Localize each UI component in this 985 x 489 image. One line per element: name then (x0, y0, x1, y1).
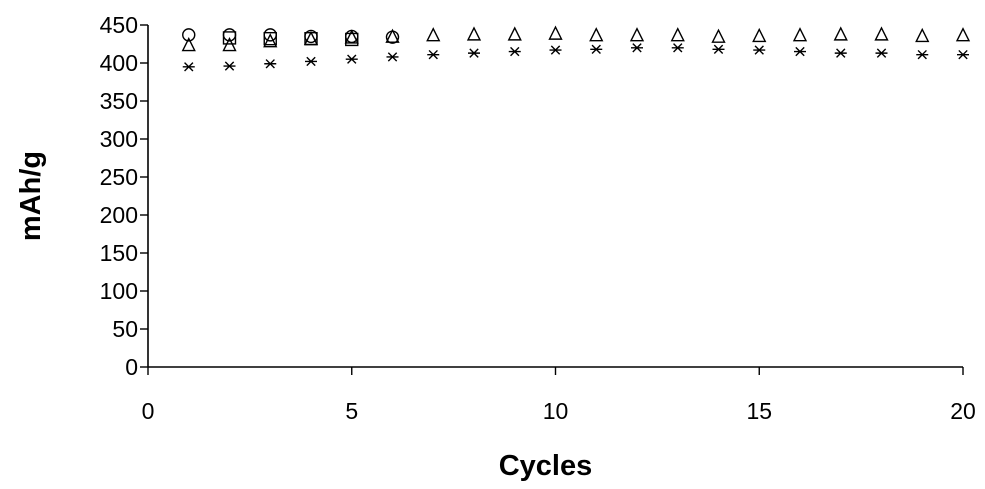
data-point-asterisk (386, 52, 399, 62)
y-tick-label: 300 (100, 126, 138, 152)
data-point-triangle (711, 28, 726, 43)
data-point-asterisk (345, 54, 358, 64)
data-point-triangle (385, 28, 400, 43)
x-tick-label: 15 (746, 398, 772, 424)
data-point-triangle (589, 27, 604, 42)
y-tick-label: 250 (100, 164, 138, 190)
data-point-triangle (629, 27, 645, 42)
data-point-circle (182, 28, 196, 42)
data-point-asterisk (468, 48, 480, 58)
data-point-triangle (833, 26, 848, 41)
data-point-asterisk (631, 43, 643, 53)
data-point-square (222, 31, 237, 45)
x-tick-label: 20 (950, 398, 976, 424)
data-point-asterisk (305, 56, 317, 67)
data-point-asterisk (834, 48, 847, 58)
x-tick-label: 0 (142, 398, 155, 424)
data-point-asterisk (753, 45, 766, 55)
data-point-triangle (955, 27, 971, 42)
x-tick-label: 10 (543, 398, 569, 424)
y-tick-label: 150 (100, 240, 138, 266)
y-tick-label: 50 (112, 316, 138, 342)
data-point-triangle (263, 33, 278, 48)
data-point-triangle (426, 27, 441, 42)
data-point-triangle (874, 26, 889, 41)
data-point-square (345, 32, 359, 47)
axis-ticks: 0 50 100 150 200 250 300 350 400 450 0 5 10 15 20 (100, 12, 976, 424)
y-axis-title: mAh/g (15, 151, 47, 241)
data-point-triangle (752, 27, 767, 43)
data-point-asterisk (223, 61, 236, 71)
x-tick-label: 5 (345, 398, 358, 424)
data-point-triangle (915, 27, 930, 43)
data-point-triangle (344, 29, 359, 44)
data-point-square (263, 31, 277, 46)
data-point-triangle (670, 27, 685, 42)
y-tick-label: 100 (100, 278, 138, 304)
data-point-triangle (507, 26, 522, 41)
data-point-triangle (222, 36, 237, 52)
data-point-asterisk (427, 49, 440, 60)
data-point-asterisk (875, 48, 888, 58)
x-axis-title: Cycles (499, 450, 593, 482)
data-point-asterisk (182, 62, 195, 72)
data-marks (181, 25, 971, 72)
data-point-triangle (303, 30, 319, 46)
data-point-asterisk (957, 49, 969, 60)
y-tick-label: 450 (100, 12, 138, 38)
data-point-asterisk (916, 49, 929, 60)
data-point-asterisk (264, 59, 277, 69)
data-point-triangle (181, 36, 196, 52)
y-tick-label: 400 (100, 50, 138, 76)
data-point-asterisk (671, 43, 684, 53)
data-point-triangle (792, 27, 808, 42)
plot-area: 0 50 100 150 200 250 300 350 400 450 0 5 10 15 20 (100, 12, 976, 424)
y-tick-label: 350 (100, 88, 138, 114)
data-point-asterisk (590, 44, 603, 55)
y-tick-label: 0 (125, 354, 138, 380)
data-point-asterisk (549, 45, 562, 55)
data-point-asterisk (794, 46, 806, 57)
y-tick-label: 200 (100, 202, 138, 228)
data-point-asterisk (712, 44, 725, 55)
data-point-triangle (548, 25, 563, 40)
data-point-triangle (466, 26, 482, 41)
data-point-asterisk (508, 46, 521, 57)
